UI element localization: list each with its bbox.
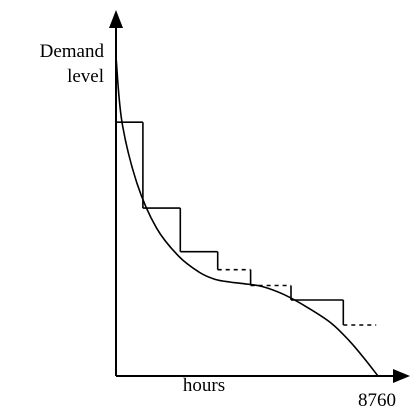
x-axis-arrowhead — [393, 369, 410, 383]
y-axis-label-line-2: level — [67, 66, 104, 87]
demand-curve — [115, 56, 379, 377]
y-axis-label-line-1: Demand — [40, 41, 105, 62]
demand-curve-group — [115, 56, 379, 377]
step-approximation — [116, 121, 377, 326]
y-axis-arrowhead — [109, 10, 123, 28]
axes — [109, 10, 410, 383]
x-tick-label-end: 8760 — [358, 390, 396, 411]
x-axis-label: hours — [183, 375, 225, 396]
